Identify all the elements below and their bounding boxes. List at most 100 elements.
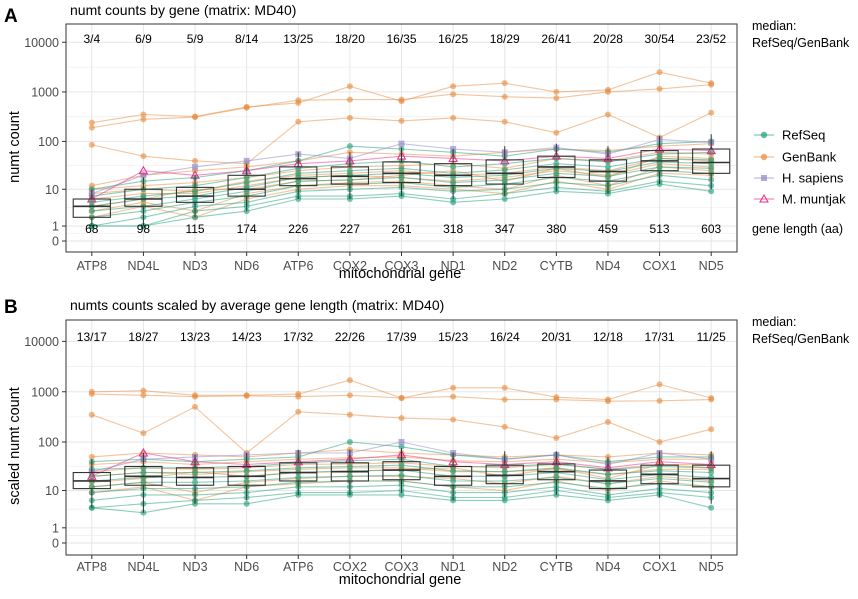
panel-b-point-genbank — [656, 438, 663, 445]
panel-a-box — [692, 148, 731, 174]
panel-a-ytick-label: 0 — [52, 235, 59, 249]
panel-b-xtick-label-ND4: ND4 — [595, 560, 620, 574]
panel-a-point-genbank — [553, 129, 560, 136]
panel-a-point-hsapiens — [140, 172, 147, 179]
panel-a-point-genbank — [501, 118, 508, 125]
panel-b-point-refseq — [604, 480, 611, 487]
panel-a-point-genbank — [553, 88, 560, 95]
panel-b-boxplot-ND5 — [692, 451, 731, 504]
panel-b-point-refseq — [708, 479, 715, 486]
panel-b-point-refseq — [501, 477, 508, 484]
panel-b-ylabel: scaled numt count — [7, 387, 23, 505]
panel-a-ytick-label: 10 — [45, 183, 59, 197]
panel-a-point-refseq — [708, 165, 715, 172]
panel-a-point-genbank — [88, 124, 95, 131]
panel-a-point-genbank — [88, 141, 95, 148]
panel-b-ytick-label: 10000 — [24, 335, 59, 349]
panel-a-median-label-line2: RefSeq/GenBank — [752, 36, 850, 50]
panel-a-point-refseq — [88, 208, 95, 215]
panel-b-point-genbank — [140, 387, 147, 394]
panel-b-point-refseq — [295, 474, 302, 481]
panel-b-median-annotation-COX1: 17/31 — [645, 330, 675, 344]
panel-b-point-hsapiens — [398, 438, 405, 445]
panel-a-xtick-label-ND4L: ND4L — [127, 259, 159, 273]
panel-a-xtick-label-CYTB: CYTB — [540, 259, 573, 273]
panel-b-point-refseq — [708, 469, 715, 476]
legend-genbank-marker — [760, 153, 768, 161]
panel-b-xtick-label-COX1: COX1 — [643, 560, 677, 574]
panel-a-xtick-label-ND3: ND3 — [183, 259, 208, 273]
panel-b-point-refseq — [656, 475, 663, 482]
panel-a-xtick-label-COX3: COX3 — [384, 259, 418, 273]
panel-b-point-refseq — [192, 479, 199, 486]
panel-b-point-refseq — [243, 467, 250, 474]
panel-a-point-genbank — [88, 119, 95, 126]
panel-b-xtick-label-ND1: ND1 — [441, 560, 466, 574]
panel-b-median-annotation-CYTB: 20/31 — [541, 330, 571, 344]
panel-a-gene-length-ND3: 115 — [185, 222, 204, 236]
panel-b-point-genbank — [140, 430, 147, 437]
panel-a-gene-length-ND4L: 98 — [137, 222, 151, 236]
panel-b-point-refseq — [501, 497, 508, 504]
panel-a-point-refseq — [604, 163, 611, 170]
panel-a-point-muntjak — [138, 165, 149, 175]
panel-a-boxplot-ND2 — [485, 146, 524, 197]
legend-refseq-marker — [760, 131, 768, 139]
panel-b-point-refseq — [501, 468, 508, 475]
legend-item-hsapiens: H. sapiens — [754, 171, 844, 186]
panel-b-median-annotation-COX3: 17/39 — [386, 330, 416, 344]
panel-a-point-refseq — [553, 155, 560, 162]
panel-a-xlabel: mitochondrial gene — [339, 266, 462, 282]
panel-a-median-annotation-COX1: 30/54 — [645, 32, 675, 46]
panel-a-xtick-label-ND6: ND6 — [234, 259, 259, 273]
panel-a-point-muntjak — [603, 153, 613, 162]
panel-a-point-refseq — [501, 176, 508, 183]
panel-a-point-hsapiens — [243, 157, 250, 164]
panel-b-point-genbank — [243, 392, 250, 399]
panel-a-point-genbank — [346, 83, 353, 90]
legend-muntjak-label: M. muntjak — [782, 192, 846, 207]
panel-a-gene-length-ATP6: 226 — [288, 222, 308, 236]
panel-b-point-refseq — [553, 474, 560, 481]
panel-a-point-genbank — [450, 83, 457, 90]
legend-refseq-label: RefSeq — [782, 128, 825, 143]
panel-b-median-annotation-ND4L: 18/27 — [128, 330, 158, 344]
panel-a-point-refseq — [553, 170, 560, 177]
panel-b-xtick-label-ND3: ND3 — [183, 560, 208, 574]
panel-a-boxplot-COX3 — [382, 147, 421, 197]
panel-a-xtick-label-ND2: ND2 — [492, 259, 517, 273]
panel-a-boxplot-COX1 — [640, 135, 679, 185]
panel-b-box — [588, 469, 628, 490]
panel-b-point-genbank — [346, 392, 353, 399]
panel-a-point-genbank — [553, 95, 560, 102]
panel-a-point-refseq — [450, 179, 457, 186]
panel-a-boxplot-ND4L — [124, 177, 163, 227]
panel-b-point-genbank — [346, 411, 353, 418]
panel-b-point-refseq — [140, 469, 147, 476]
panel-a-point-refseq — [398, 165, 405, 172]
panel-a-boxplot-COX2 — [330, 152, 370, 200]
panel-b-point-genbank — [450, 393, 457, 400]
panel-b-plot: 0 1 10 100 1000 10000 ATP8 ND4L ND3 ND6 ATP6 COX2 CO… — [24, 319, 738, 574]
panel-b-point-genbank — [398, 415, 405, 422]
panel-a-point-genbank — [398, 96, 405, 103]
panel-b-xtick-label-ND4L: ND4L — [127, 560, 159, 574]
panel-a-box — [227, 174, 266, 197]
panel-a-point-refseq — [346, 143, 353, 150]
panel-b-point-refseq — [604, 471, 611, 478]
panel-a-point-genbank — [295, 118, 302, 125]
panel-a-boxplot-ATP8 — [72, 189, 111, 227]
panel-a-point-refseq — [604, 173, 611, 180]
panel-b-xtick-label-COX3: COX3 — [384, 560, 418, 574]
panel-a-median-annotation-ATP6: 13/25 — [283, 32, 313, 46]
panel-b-boxplot-ND6 — [227, 453, 266, 501]
panel-b-boxplot-ND2 — [485, 451, 524, 498]
panel-b-xtick-label-ATP6: ATP6 — [283, 560, 313, 574]
panel-a-point-genbank — [708, 109, 715, 116]
panel-a-ytick-label: 10000 — [24, 36, 59, 50]
panel-b-point-genbank — [604, 398, 611, 405]
panel-a-point-refseq — [450, 199, 457, 206]
panel-a-box — [330, 166, 370, 185]
panel-a-point-refseq — [295, 170, 302, 177]
